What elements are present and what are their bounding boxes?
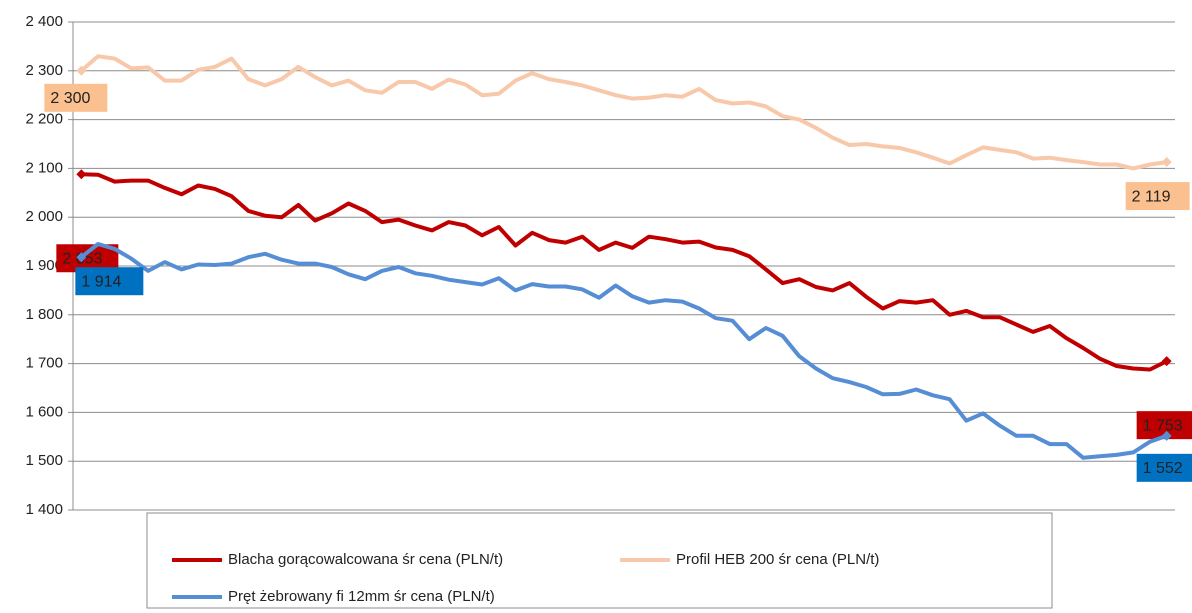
end-marker xyxy=(1161,157,1172,168)
data-label: 2 300 xyxy=(50,90,90,107)
series-line xyxy=(79,54,1167,171)
y-tick-label: 1 900 xyxy=(25,257,63,274)
end-marker xyxy=(1161,430,1172,441)
legend-box xyxy=(146,512,1053,609)
y-tick-label: 2 100 xyxy=(25,159,63,176)
data-label-box xyxy=(44,83,108,112)
data-label: 1 552 xyxy=(1143,460,1183,477)
y-tick-label: 1 700 xyxy=(25,355,63,372)
data-label-box xyxy=(1125,182,1190,211)
data-label: 1 914 xyxy=(81,273,121,290)
y-tick-label: 1 800 xyxy=(25,306,63,323)
data-label: 2 119 xyxy=(1132,188,1171,205)
legend-label: Pręt żebrowany fi 12mm śr cena (PLN/t) xyxy=(228,588,495,605)
data-label-box xyxy=(75,267,144,296)
end-marker xyxy=(76,169,87,180)
legend-label: Profil HEB 200 śr cena (PLN/t) xyxy=(676,551,879,568)
series-line xyxy=(81,172,1168,372)
legend-label: Blacha gorącowalcowana śr cena (PLN/t) xyxy=(228,551,503,568)
data-label: 1 753 xyxy=(1143,417,1183,434)
series-line xyxy=(80,242,1168,460)
end-marker xyxy=(1161,356,1172,367)
data-label-box xyxy=(1136,453,1192,482)
end-marker xyxy=(76,65,87,76)
y-tick-label: 2 300 xyxy=(25,62,63,79)
y-tick-label: 2 000 xyxy=(25,208,63,225)
y-tick-label: 1 500 xyxy=(25,452,63,469)
end-marker xyxy=(76,252,87,263)
y-tick-label: 1 600 xyxy=(25,403,63,420)
y-tick-label: 2 400 xyxy=(25,13,63,30)
y-tick-label: 1 400 xyxy=(25,501,63,518)
y-tick-label: 2 200 xyxy=(25,111,63,128)
